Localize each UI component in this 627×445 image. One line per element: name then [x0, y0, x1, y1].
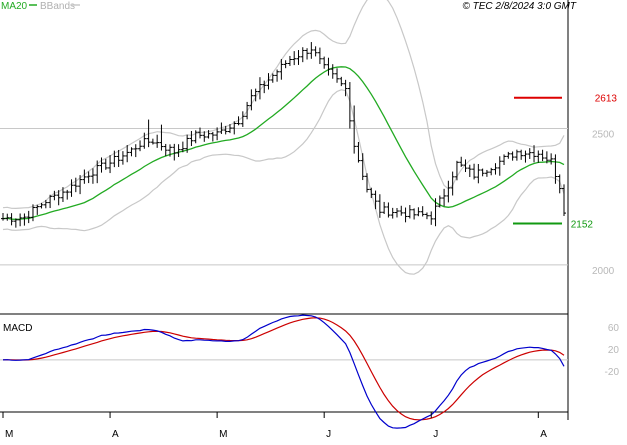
price-levels: 2613 2152: [513, 94, 618, 230]
macd-tick-label-1: 20: [608, 345, 620, 356]
ma20-line: [2, 66, 565, 220]
support-level-label: 2152: [571, 219, 594, 230]
resistance-level-label: 2613: [595, 94, 618, 105]
x-tick-label-2: M: [219, 429, 227, 440]
x-tick-label-3: J: [326, 429, 331, 440]
bbands-upper-line: [2, 0, 565, 210]
copyright-timestamp: © TEC 2/8/2024 3:0 GMT: [462, 1, 576, 12]
bbands-legend-label: BBands: [40, 1, 75, 12]
price-tick-label-0: 2500: [592, 130, 615, 141]
bbands-lower-line: [2, 89, 565, 275]
price-bars: [1, 42, 566, 228]
macd-tick-label-2: -20: [605, 367, 620, 378]
x-tick-label-5: A: [540, 429, 547, 440]
x-tick-label-0: M: [5, 429, 13, 440]
macd-signal-line: [3, 317, 565, 421]
macd-tick-label-0: 60: [608, 323, 620, 334]
chart-frame: [0, 0, 569, 420]
bollinger-bands: [2, 0, 565, 275]
axis-labels: 2500 2000 60 20 -20 M A M J J A: [2, 130, 620, 440]
macd-panel: [2, 314, 565, 429]
grid-lines: [0, 128, 568, 361]
ma20-legend-label: MA20: [1, 1, 28, 12]
price-tick-label-1: 2000: [592, 266, 615, 277]
x-tick-label-1: A: [112, 429, 119, 440]
ma20-polyline: [2, 66, 565, 220]
macd-line: [2, 314, 565, 429]
x-tick-label-4: J: [433, 429, 438, 440]
macd-panel-title: MACD: [3, 323, 32, 334]
